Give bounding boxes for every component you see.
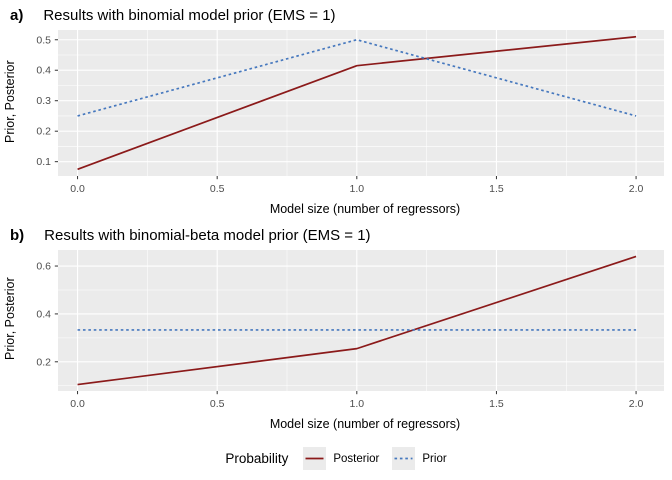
chart-b-body: Prior, Posterior 0.0 0.5 1.0 1.5 2.0 0.2 0.4 0.… [0, 247, 672, 417]
chart-b-title: b) Results with binomial-beta model prior… [0, 220, 672, 247]
chart-a: a) Results with binomial model prior (EMS… [0, 0, 672, 220]
chart-a-title: a) Results with binomial model prior (EMS… [0, 0, 672, 27]
svg-text:0.2: 0.2 [36, 126, 51, 138]
svg-text:0.2: 0.2 [36, 356, 51, 368]
svg-text:0.4: 0.4 [36, 308, 51, 320]
legend-label-posterior: Posterior [333, 452, 380, 465]
chart-b-x-axis-title: Model size (number of regressors) [269, 417, 461, 431]
svg-text:1.5: 1.5 [489, 398, 504, 410]
chart-b-y-axis-title: Prior, Posterior [3, 277, 17, 361]
svg-text:0.5: 0.5 [210, 183, 225, 195]
chart-a-body: Prior, Posterior 0.0 0.5 1.0 1.5 2.0 0.1 0.2 0.… [0, 27, 672, 202]
chart-a-panel-label: a) [10, 7, 24, 24]
svg-text:2.0: 2.0 [629, 398, 644, 410]
chart-b-panel-label: b) [10, 227, 25, 244]
svg-text:2.0: 2.0 [629, 183, 644, 195]
svg-text:0.3: 0.3 [36, 95, 51, 107]
posterior-line-key-icon [303, 447, 327, 470]
chart-a-plot-area: 0.0 0.5 1.0 1.5 2.0 0.1 0.2 0.3 0.4 0.5 [36, 30, 664, 195]
legend-entry-posterior: Posterior [303, 447, 379, 470]
chart-b-title-text: Results with binomial-beta model prior (… [44, 227, 371, 244]
svg-text:0.0: 0.0 [70, 183, 85, 195]
chart-b-plot-area: 0.0 0.5 1.0 1.5 2.0 0.2 0.4 0.6 [36, 250, 664, 410]
svg-text:1.0: 1.0 [350, 183, 365, 195]
legend: Probability Posterior Prior [0, 447, 672, 470]
svg-text:1.5: 1.5 [489, 183, 504, 195]
prior-line-key-icon [392, 447, 416, 470]
svg-text:0.5: 0.5 [36, 34, 51, 46]
legend-entry-prior: Prior [392, 447, 447, 470]
legend-label-prior: Prior [422, 452, 447, 465]
svg-text:0.5: 0.5 [210, 398, 225, 410]
chart-a-y-axis-title: Prior, Posterior [3, 60, 17, 143]
svg-text:0.0: 0.0 [70, 398, 85, 410]
svg-text:0.4: 0.4 [36, 65, 51, 77]
svg-text:0.1: 0.1 [36, 156, 51, 168]
chart-a-title-text: Results with binomial model prior (EMS =… [43, 7, 336, 24]
chart-b: b) Results with binomial-beta model prior… [0, 220, 672, 435]
legend-title: Probability [225, 451, 289, 466]
svg-text:1.0: 1.0 [350, 398, 365, 410]
chart-a-x-axis-title: Model size (number of regressors) [269, 202, 461, 216]
svg-text:0.6: 0.6 [36, 261, 51, 273]
